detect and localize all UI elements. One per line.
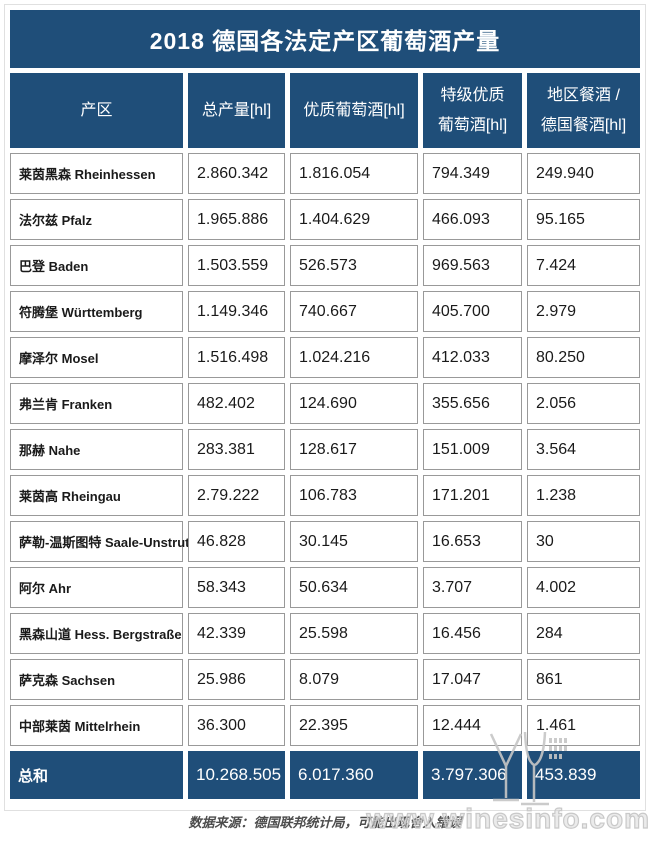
value-cell: 124.690 xyxy=(290,383,418,424)
value-cell: 794.349 xyxy=(423,153,522,194)
table-content: 2018 德国各法定产区葡萄酒产量 产区 总产量[hl] 优质葡萄酒[hl] 特… xyxy=(10,10,640,832)
table-row: 莱茵黑森 Rheinhessen 2.860.342 1.816.054 794… xyxy=(10,153,640,194)
table-header-row: 产区 总产量[hl] 优质葡萄酒[hl] 特级优质 葡萄酒[hl] 地区餐酒 /… xyxy=(10,73,640,148)
value-cell: 284 xyxy=(527,613,640,654)
region-cell: 弗兰肯 Franken xyxy=(10,383,183,424)
value-cell: 2.860.342 xyxy=(188,153,285,194)
region-cell: 萨勒-温斯图特 Saale-Unstrut xyxy=(10,521,189,562)
column-header-landwein-tafelwein: 地区餐酒 / 德国餐酒[hl] xyxy=(527,73,640,148)
value-cell: 1.461 xyxy=(527,705,640,746)
value-cell: 355.656 xyxy=(423,383,522,424)
value-cell: 42.339 xyxy=(188,613,285,654)
value-cell: 106.783 xyxy=(290,475,418,516)
region-cell: 中部莱茵 Mittelrhein xyxy=(10,705,183,746)
value-cell: 1.404.629 xyxy=(290,199,418,240)
value-cell: 30.145 xyxy=(290,521,418,562)
region-cell: 阿尔 Ahr xyxy=(10,567,183,608)
region-cell: 那赫 Nahe xyxy=(10,429,183,470)
value-cell: 25.598 xyxy=(290,613,418,654)
value-cell: 30 xyxy=(527,521,640,562)
total-label-cell: 总和 xyxy=(10,751,183,799)
table-row: 黑森山道 Hess. Bergstraße 42.339 25.598 16.4… xyxy=(10,613,640,654)
value-cell: 466.093 xyxy=(423,199,522,240)
value-cell: 8.079 xyxy=(290,659,418,700)
value-cell: 412.033 xyxy=(423,337,522,378)
region-cell: 莱茵黑森 Rheinhessen xyxy=(10,153,183,194)
value-cell: 7.424 xyxy=(527,245,640,286)
value-cell: 2.79.222 xyxy=(188,475,285,516)
value-cell: 4.002 xyxy=(527,567,640,608)
total-value-cell: 10.268.505 xyxy=(188,751,285,799)
table-row: 符腾堡 Württemberg 1.149.346 740.667 405.70… xyxy=(10,291,640,332)
value-cell: 1.503.559 xyxy=(188,245,285,286)
footer: 数据来源：德国联邦统计局，可能出现舍入错误 xyxy=(10,812,640,832)
column-header-quality-wine: 优质葡萄酒[hl] xyxy=(290,73,418,148)
value-cell: 2.979 xyxy=(527,291,640,332)
value-cell: 1.024.216 xyxy=(290,337,418,378)
value-cell: 80.250 xyxy=(527,337,640,378)
value-cell: 95.165 xyxy=(527,199,640,240)
value-cell: 861 xyxy=(527,659,640,700)
table-row: 萨克森 Sachsen 25.986 8.079 17.047 861 xyxy=(10,659,640,700)
value-cell: 151.009 xyxy=(423,429,522,470)
table-row: 萨勒-温斯图特 Saale-Unstrut 46.828 30.145 16.6… xyxy=(10,521,640,562)
value-cell: 526.573 xyxy=(290,245,418,286)
region-cell: 莱茵高 Rheingau xyxy=(10,475,183,516)
region-cell: 法尔兹 Pfalz xyxy=(10,199,183,240)
table-title: 2018 德国各法定产区葡萄酒产量 xyxy=(10,10,640,68)
table-row: 弗兰肯 Franken 482.402 124.690 355.656 2.05… xyxy=(10,383,640,424)
value-cell: 58.343 xyxy=(188,567,285,608)
value-cell: 36.300 xyxy=(188,705,285,746)
column-header-total-production: 总产量[hl] xyxy=(188,73,285,148)
value-cell: 283.381 xyxy=(188,429,285,470)
value-cell: 740.667 xyxy=(290,291,418,332)
value-cell: 249.940 xyxy=(527,153,640,194)
value-cell: 1.816.054 xyxy=(290,153,418,194)
value-cell: 1.516.498 xyxy=(188,337,285,378)
region-cell: 巴登 Baden xyxy=(10,245,183,286)
value-cell: 405.700 xyxy=(423,291,522,332)
table-row: 摩泽尔 Mosel 1.516.498 1.024.216 412.033 80… xyxy=(10,337,640,378)
table-body: 莱茵黑森 Rheinhessen 2.860.342 1.816.054 794… xyxy=(10,153,640,746)
value-cell: 1.238 xyxy=(527,475,640,516)
value-cell: 22.395 xyxy=(290,705,418,746)
table-row: 法尔兹 Pfalz 1.965.886 1.404.629 466.093 95… xyxy=(10,199,640,240)
value-cell: 128.617 xyxy=(290,429,418,470)
column-header-region: 产区 xyxy=(10,73,183,148)
value-cell: 50.634 xyxy=(290,567,418,608)
table-row: 莱茵高 Rheingau 2.79.222 106.783 171.201 1.… xyxy=(10,475,640,516)
value-cell: 171.201 xyxy=(423,475,522,516)
value-cell: 12.444 xyxy=(423,705,522,746)
value-cell: 969.563 xyxy=(423,245,522,286)
table-row: 那赫 Nahe 283.381 128.617 151.009 3.564 xyxy=(10,429,640,470)
value-cell: 16.456 xyxy=(423,613,522,654)
value-cell: 3.564 xyxy=(527,429,640,470)
region-cell: 萨克森 Sachsen xyxy=(10,659,183,700)
value-cell: 1.149.346 xyxy=(188,291,285,332)
total-value-cell: 453.839 xyxy=(527,751,640,799)
value-cell: 25.986 xyxy=(188,659,285,700)
value-cell: 17.047 xyxy=(423,659,522,700)
region-cell: 黑森山道 Hess. Bergstraße xyxy=(10,613,183,654)
table-row: 阿尔 Ahr 58.343 50.634 3.707 4.002 xyxy=(10,567,640,608)
region-cell: 摩泽尔 Mosel xyxy=(10,337,183,378)
source-note: 数据来源：德国联邦统计局，可能出现舍入错误 xyxy=(188,815,462,830)
region-cell: 符腾堡 Württemberg xyxy=(10,291,183,332)
value-cell: 1.965.886 xyxy=(188,199,285,240)
value-cell: 3.707 xyxy=(423,567,522,608)
value-cell: 46.828 xyxy=(188,521,285,562)
value-cell: 2.056 xyxy=(527,383,640,424)
table-total-row: 总和 10.268.505 6.017.360 3.797.306 453.83… xyxy=(10,751,640,799)
total-value-cell: 3.797.306 xyxy=(423,751,522,799)
table-row: 中部莱茵 Mittelrhein 36.300 22.395 12.444 1.… xyxy=(10,705,640,746)
value-cell: 16.653 xyxy=(423,521,522,562)
column-header-pradikat-wine: 特级优质 葡萄酒[hl] xyxy=(423,73,522,148)
table-row: 巴登 Baden 1.503.559 526.573 969.563 7.424 xyxy=(10,245,640,286)
value-cell: 482.402 xyxy=(188,383,285,424)
total-value-cell: 6.017.360 xyxy=(290,751,418,799)
